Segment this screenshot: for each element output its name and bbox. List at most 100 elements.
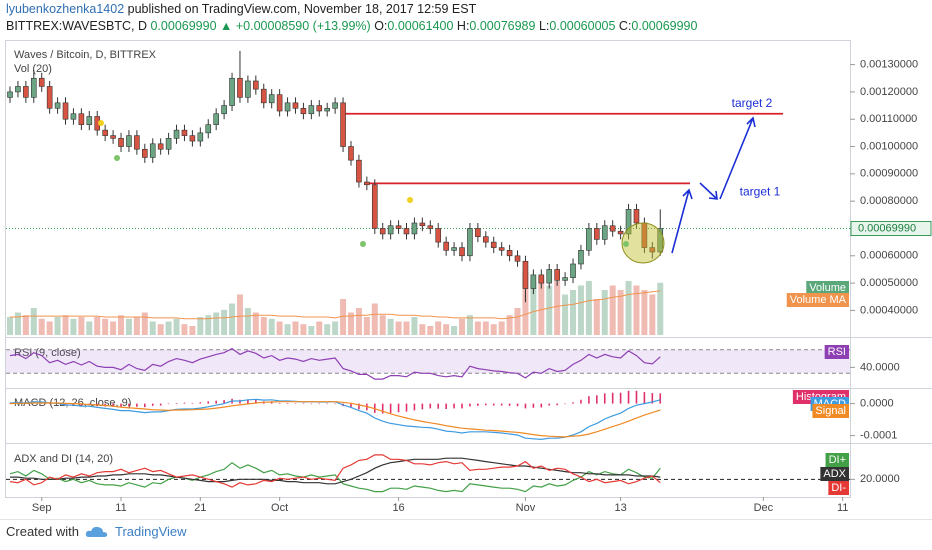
histogram-bar (556, 403, 558, 406)
candle-body (213, 113, 219, 125)
histogram-bar (603, 393, 606, 404)
volume-bar (308, 326, 315, 335)
volume-bar (459, 318, 466, 335)
pane-title: Waves / Bitcoin, D, BITTREX (14, 49, 157, 61)
histogram-bar (405, 403, 408, 412)
candle-body (356, 159, 362, 183)
arrow (699, 182, 718, 200)
histogram-bar (350, 403, 352, 408)
volume-bar (284, 324, 291, 335)
histogram-bar (318, 403, 321, 405)
candle-body (292, 102, 299, 109)
volume-bar (633, 285, 640, 335)
indicator-line (9, 401, 661, 438)
candle-body (379, 228, 386, 235)
created-with: Created with (6, 524, 79, 539)
pane-title: ADX and DI (14, 20) (14, 453, 113, 465)
arrow (719, 116, 756, 200)
candle-body (625, 209, 632, 235)
legend-box (824, 345, 849, 359)
fractal-dot (407, 197, 413, 203)
histogram-bar (508, 403, 511, 406)
ohlc-key: H: (456, 19, 470, 33)
candle-body (276, 94, 283, 112)
volume-bar (268, 318, 275, 335)
x-tick-label: Nov (516, 502, 536, 514)
volume-bar (395, 321, 402, 335)
histogram-bar (659, 393, 662, 404)
histogram-bar (516, 403, 519, 407)
volume-bar (30, 308, 37, 335)
candle-body (617, 230, 624, 235)
candle-body (70, 113, 77, 120)
volume-bar (371, 303, 378, 335)
volume-bar (324, 324, 331, 335)
candle-body (316, 105, 323, 112)
candle-body (237, 77, 243, 98)
volume-bar (173, 318, 180, 335)
histogram-bar (453, 403, 455, 409)
volume-bar (213, 312, 220, 335)
footer: Created with TradingView (6, 524, 187, 539)
candle-body (348, 146, 354, 161)
pane-title: MACD (12, 26, close, 9) (14, 397, 131, 409)
histogram-bar (397, 403, 400, 413)
rsi-band (6, 349, 850, 374)
x-tick-label: 16 (392, 502, 404, 514)
volume-bar (252, 312, 259, 335)
histogram-bar (120, 403, 122, 408)
legend-label: RSI (828, 346, 846, 358)
volume-bar (110, 321, 117, 335)
ohlc-value: 0.00061400 (387, 19, 454, 33)
histogram-bar (48, 403, 51, 405)
volume-bar (244, 308, 251, 335)
candle-body (562, 277, 568, 281)
histogram-bar (619, 392, 622, 404)
volume-bar (197, 317, 204, 335)
volume-bar (7, 317, 13, 335)
volume-bar (601, 290, 608, 335)
candle-body (46, 86, 53, 109)
y-tick-label: 0.00050000 (860, 277, 918, 289)
volume-bar (411, 317, 418, 335)
candle-body (506, 250, 513, 257)
legend-label: DI- (831, 482, 846, 494)
volume-bar (617, 290, 624, 335)
candle-body (578, 250, 584, 265)
candle-body (300, 107, 307, 115)
chart-frame (5, 40, 851, 498)
histogram-bar (223, 400, 225, 404)
candle-body (110, 135, 116, 139)
fractal-dot (98, 120, 104, 126)
volume-bar (229, 303, 236, 335)
y-tick-label: 40.0000 (860, 361, 900, 373)
fractal-dot (114, 155, 120, 161)
volume-bar (46, 321, 53, 335)
change: ▲ +0.00008590 (+13.99%) (220, 19, 371, 33)
candle-body (86, 116, 93, 125)
y-tick-label: 0.00080000 (860, 195, 918, 207)
volume-bar (86, 321, 93, 335)
candle-body (443, 241, 449, 251)
pane-title: Vol (20) (14, 63, 52, 75)
histogram-bar (651, 393, 654, 404)
histogram-bar (159, 403, 162, 406)
candle-body (221, 105, 227, 115)
candle-body (173, 129, 180, 139)
candle-body (15, 86, 21, 93)
y-tick-label: -0.0001 (860, 430, 897, 442)
volume-bar (577, 285, 584, 335)
histogram-bar (128, 403, 130, 407)
author[interactable]: lyubenkozhenka1402 (6, 2, 125, 16)
volume-bar (157, 324, 164, 335)
volume-bar (530, 281, 537, 335)
brand[interactable]: TradingView (114, 524, 187, 539)
volume-ma-line (10, 290, 661, 320)
histogram-bar (564, 403, 566, 405)
published: published on TradingView.com, November 1… (127, 2, 477, 16)
candle-body (38, 77, 45, 87)
arrow (671, 188, 693, 254)
candle-body (30, 77, 37, 98)
candle-body (23, 86, 29, 98)
